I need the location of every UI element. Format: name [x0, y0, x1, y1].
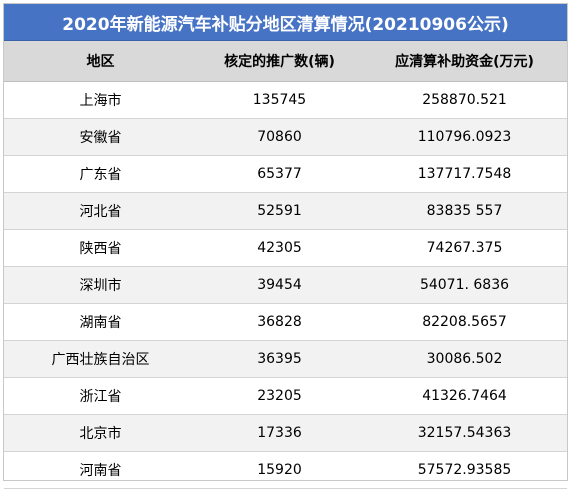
region-cell: 湖南省 [4, 303, 197, 341]
table-row: 安徽省 70860 110796.0923 [4, 118, 567, 156]
region-cell: 安徽省 [4, 118, 197, 156]
funds-cell: 82208.5657 [362, 303, 567, 341]
table-row: 陕西省 42305 74267.375 [4, 229, 567, 267]
funds-cell: 74267.375 [362, 229, 567, 267]
region-cell: 深圳市 [4, 266, 197, 304]
count-cell: 15920 [197, 451, 362, 489]
count-cell: 23205 [197, 377, 362, 415]
funds-cell: 258870.521 [362, 81, 567, 119]
column-header-count: 核定的推广数(辆) [197, 41, 362, 82]
region-cell: 陕西省 [4, 229, 197, 267]
header-row: 地区 核定的推广数(辆) 应清算补助资金(万元) [4, 41, 567, 82]
funds-cell: 57572.93585 [362, 451, 567, 489]
table-row: 河南省 15920 57572.93585 [4, 451, 567, 489]
count-cell: 36395 [197, 340, 362, 378]
count-cell: 65377 [197, 155, 362, 193]
region-cell: 广西壮族自治区 [4, 340, 197, 378]
table-row: 深圳市 39454 54071. 6836 [4, 266, 567, 304]
table-row: 浙江省 23205 41326.7464 [4, 377, 567, 415]
table-title: 2020年新能源汽车补贴分地区清算情况(20210906公示) [4, 4, 567, 41]
count-cell: 52591 [197, 192, 362, 230]
funds-cell: 137717.7548 [362, 155, 567, 193]
count-cell: 36828 [197, 303, 362, 341]
count-cell: 135745 [197, 81, 362, 119]
table-row: 上海市 135745 258870.521 [4, 81, 567, 119]
funds-cell: 83835 557 [362, 192, 567, 230]
funds-cell: 41326.7464 [362, 377, 567, 415]
region-cell: 上海市 [4, 81, 197, 119]
count-cell: 42305 [197, 229, 362, 267]
column-header-region: 地区 [4, 41, 197, 82]
region-cell: 河北省 [4, 192, 197, 230]
count-cell: 70860 [197, 118, 362, 156]
funds-cell: 32157.54363 [362, 414, 567, 452]
funds-cell: 54071. 6836 [362, 266, 567, 304]
table-row: 广东省 65377 137717.7548 [4, 155, 567, 193]
region-cell: 浙江省 [4, 377, 197, 415]
table-row: 河北省 52591 83835 557 [4, 192, 567, 230]
count-cell: 17336 [197, 414, 362, 452]
count-cell: 39454 [197, 266, 362, 304]
region-cell: 广东省 [4, 155, 197, 193]
table-row: 广西壮族自治区 36395 30086.502 [4, 340, 567, 378]
table-row: 北京市 17336 32157.54363 [4, 414, 567, 452]
funds-cell: 110796.0923 [362, 118, 567, 156]
subsidy-table: 地区 核定的推广数(辆) 应清算补助资金(万元) 上海市 135745 2588… [4, 41, 567, 489]
column-header-funds: 应清算补助资金(万元) [362, 41, 567, 82]
table-row: 湖南省 36828 82208.5657 [4, 303, 567, 341]
region-cell: 北京市 [4, 414, 197, 452]
funds-cell: 30086.502 [362, 340, 567, 378]
region-cell: 河南省 [4, 451, 197, 489]
